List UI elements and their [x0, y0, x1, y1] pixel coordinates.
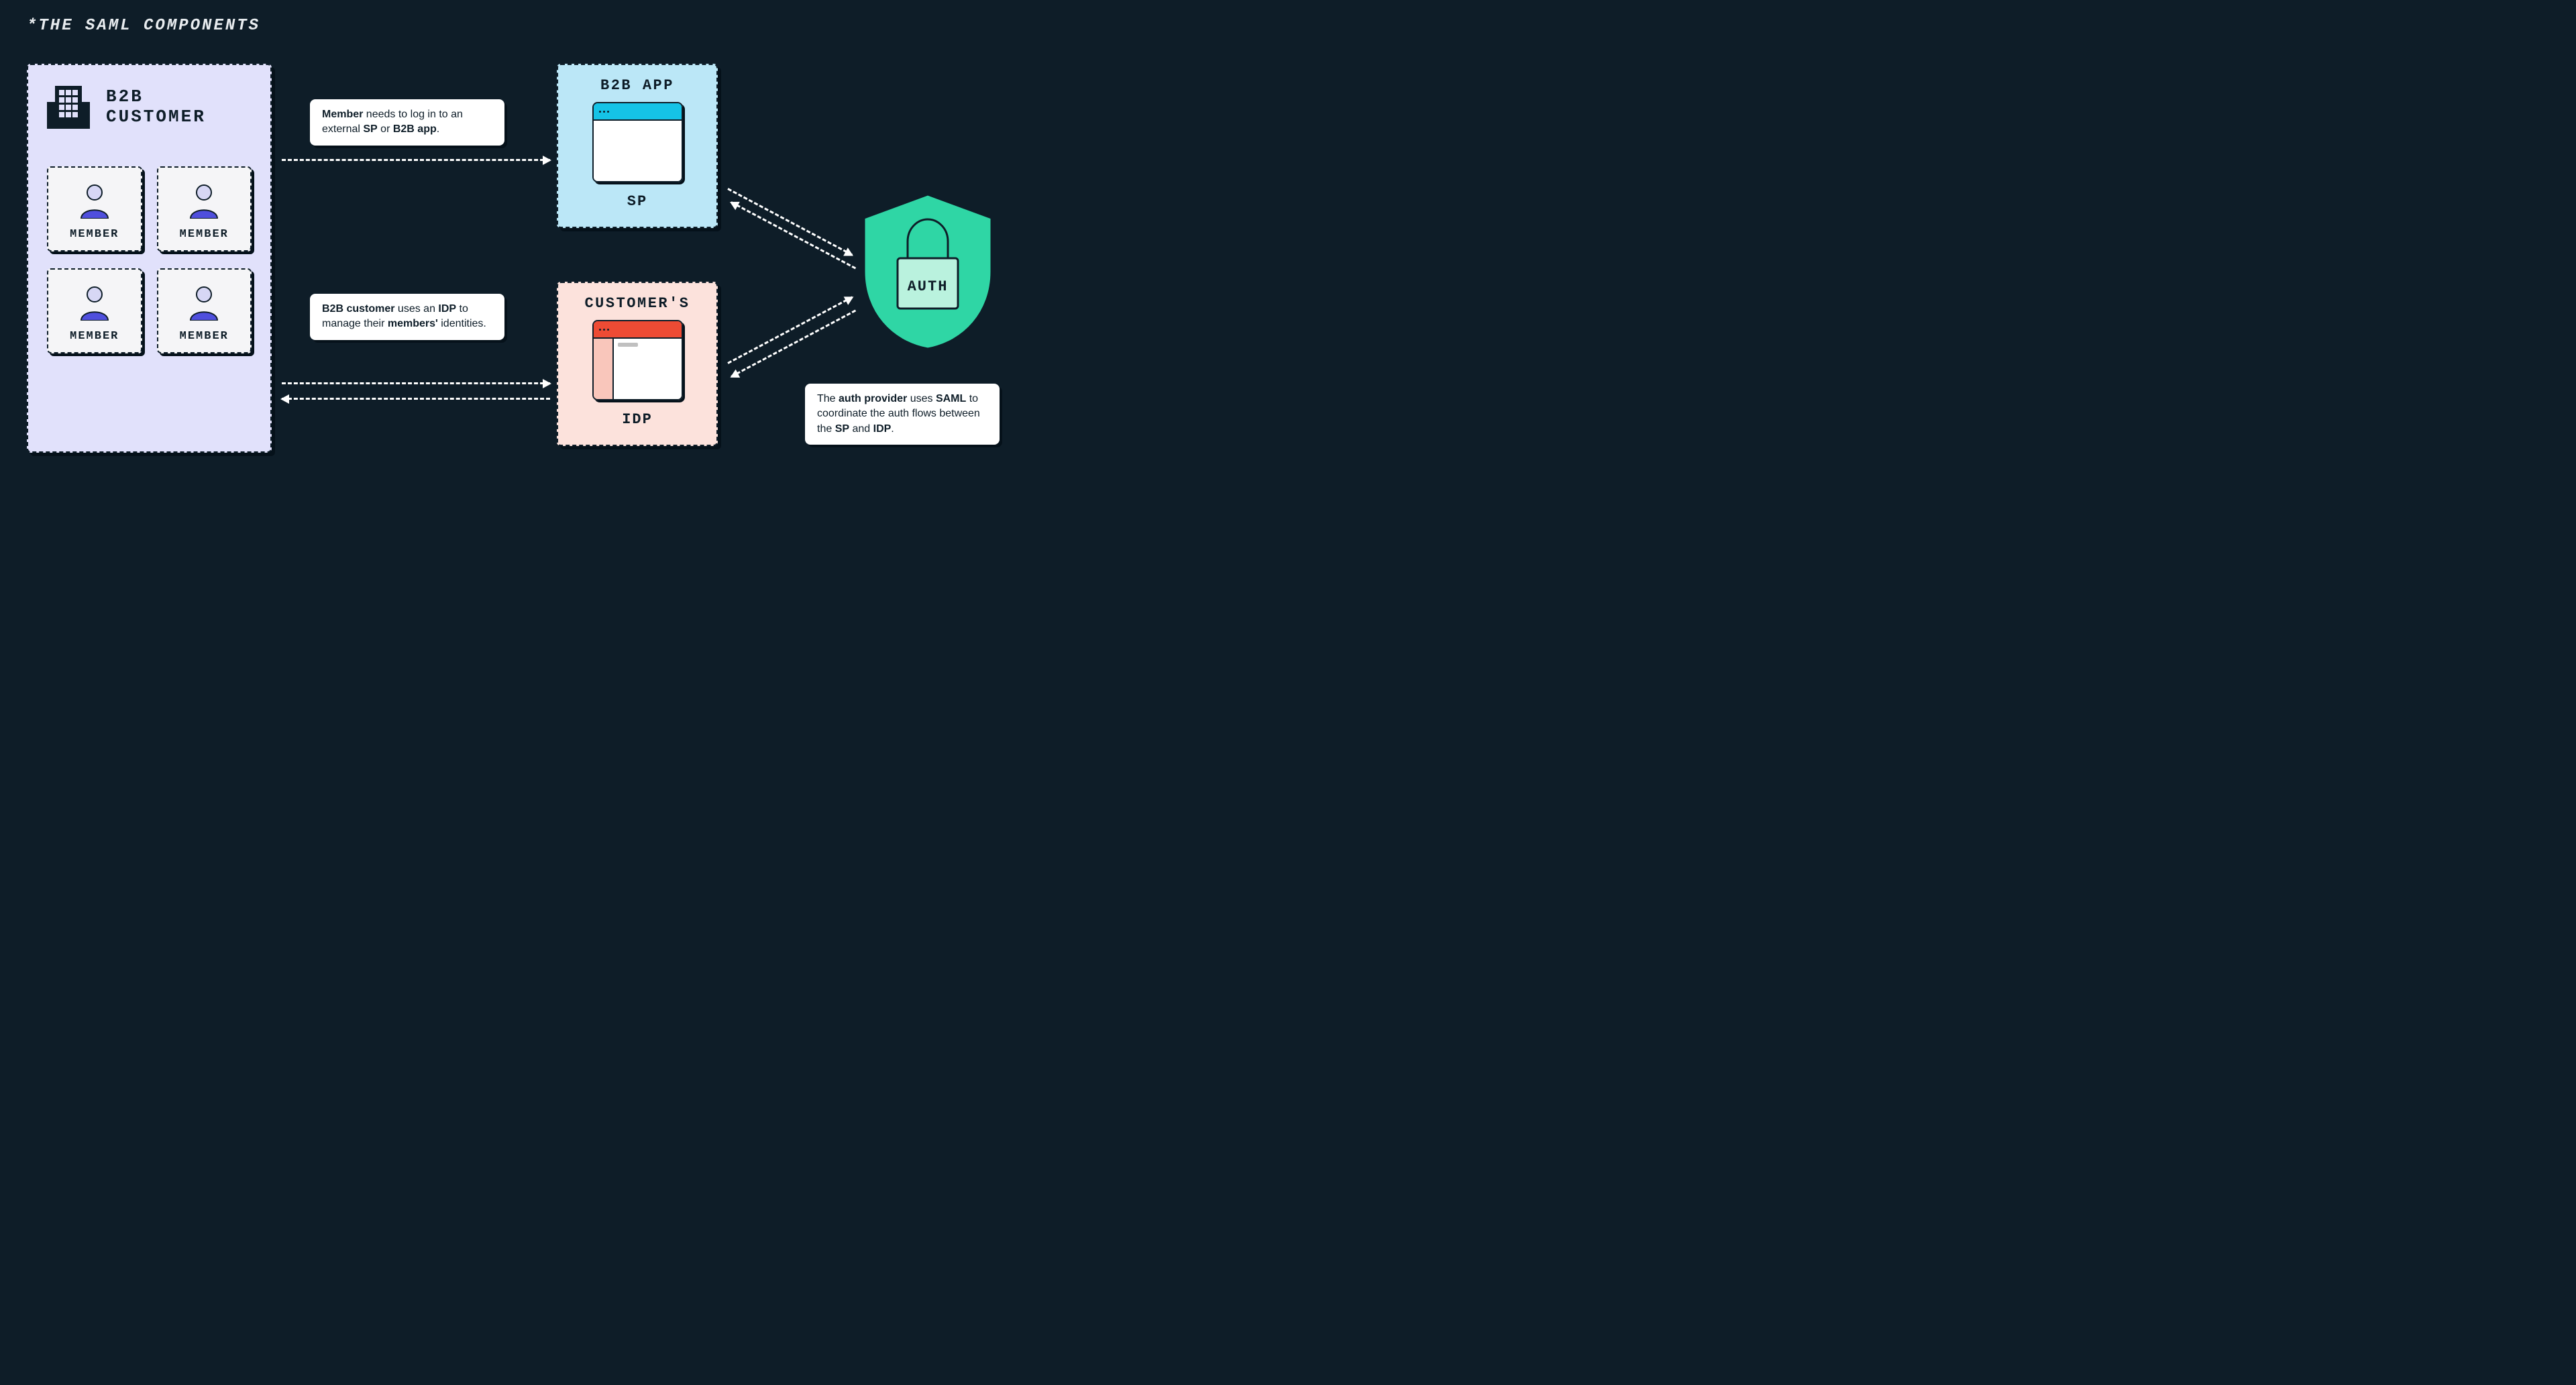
callout-member-login: Member needs to log in to an external SP…: [310, 99, 504, 146]
sp-panel: B2B APP SP: [557, 64, 718, 228]
arrow-sp-to-auth: [727, 188, 853, 256]
idp-window-icon: [592, 320, 683, 400]
idp-label: IDP: [622, 411, 653, 428]
building-icon: [43, 82, 94, 133]
person-icon: [188, 286, 220, 321]
b2b-customer-panel: B2BCUSTOMER MEMBER MEMBER MEMBER MEMBER: [27, 64, 272, 453]
arrow-customer-to-sp: [282, 159, 550, 161]
member-card: MEMBER: [157, 166, 252, 252]
member-label: MEMBER: [180, 228, 229, 241]
customer-title: B2BCUSTOMER: [106, 87, 206, 127]
person-icon: [188, 184, 220, 219]
member-label: MEMBER: [70, 228, 119, 241]
sp-label: SP: [627, 193, 647, 210]
auth-shield-icon: AUTH: [857, 191, 998, 352]
callout-idp-manage: B2B customer uses an IDP to manage their…: [310, 294, 504, 340]
arrow-customer-to-idp: [282, 382, 550, 384]
member-card: MEMBER: [47, 268, 142, 353]
svg-text:AUTH: AUTH: [908, 278, 949, 295]
member-label: MEMBER: [180, 330, 229, 343]
arrow-auth-to-sp: [731, 201, 856, 269]
member-card: MEMBER: [157, 268, 252, 353]
member-label: MEMBER: [70, 330, 119, 343]
arrow-idp-to-customer: [282, 398, 550, 400]
member-card: MEMBER: [47, 166, 142, 252]
person-icon: [78, 286, 111, 321]
arrow-auth-to-idp: [731, 310, 856, 378]
person-icon: [78, 184, 111, 219]
idp-title: CUSTOMER'S: [584, 295, 690, 312]
members-grid: MEMBER MEMBER MEMBER MEMBER: [28, 143, 270, 367]
arrow-idp-to-auth: [727, 296, 853, 364]
sp-window-icon: [592, 102, 683, 182]
sp-title: B2B APP: [600, 77, 674, 94]
callout-auth-provider: The auth provider uses SAML to coordinat…: [805, 384, 1000, 445]
idp-panel: CUSTOMER'S IDP: [557, 282, 718, 446]
diagram-title: *THE SAML COMPONENTS: [27, 17, 260, 35]
